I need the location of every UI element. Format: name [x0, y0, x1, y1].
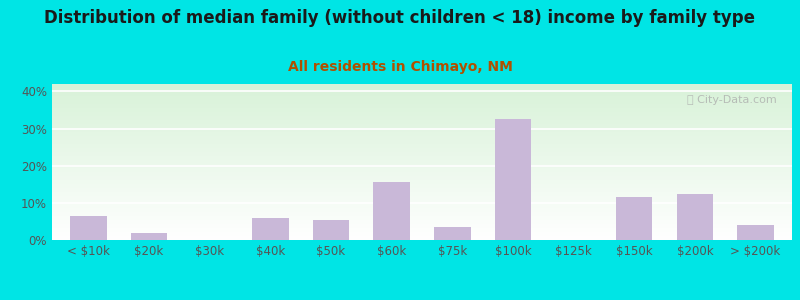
Bar	[434, 227, 470, 240]
Bar	[313, 220, 350, 240]
Bar	[677, 194, 713, 240]
Bar	[70, 216, 106, 240]
Text: ⓘ City-Data.com: ⓘ City-Data.com	[687, 95, 777, 105]
Bar	[616, 197, 653, 240]
Bar	[131, 232, 167, 240]
Text: Distribution of median family (without children < 18) income by family type: Distribution of median family (without c…	[45, 9, 755, 27]
Bar	[252, 218, 289, 240]
Text: All residents in Chimayo, NM: All residents in Chimayo, NM	[287, 60, 513, 74]
Bar	[738, 225, 774, 240]
Bar	[494, 119, 531, 240]
Bar	[374, 182, 410, 240]
